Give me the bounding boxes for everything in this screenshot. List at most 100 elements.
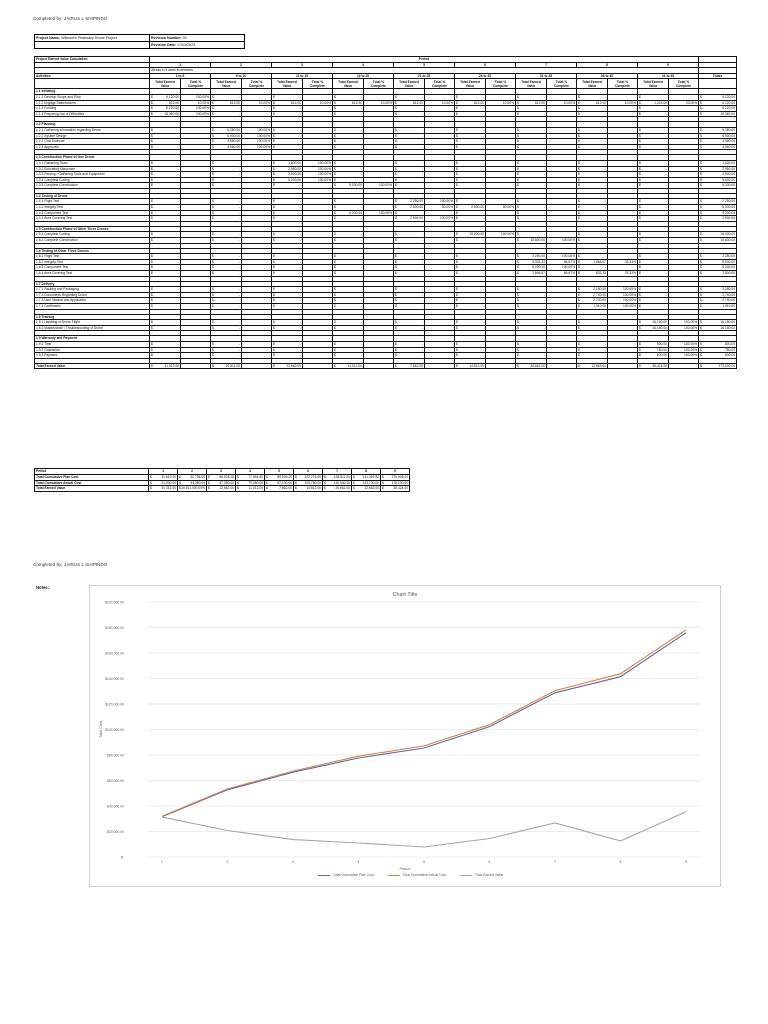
currency-symbol: $ [517,106,519,111]
amount: - [421,292,423,297]
spacer-row [34,330,738,337]
currency-symbol: $ [517,127,519,132]
empty-cell [698,335,738,342]
currency-symbol: $ [395,254,397,259]
currency-symbol: $ [517,232,519,237]
amount: - [177,265,179,270]
currency-symbol: $ [456,325,458,330]
amount: 2,250.00 [722,254,736,259]
empty-cell [698,308,738,315]
currency-symbol: $ [151,111,153,116]
spacer-row [34,357,738,364]
amount: - [543,232,545,237]
currency-symbol: $ [212,303,214,308]
currency-symbol: $ [456,271,458,275]
percent-complete-cell [667,253,700,260]
amount: 5,200.00 [349,210,362,215]
currency-symbol: $ [212,238,214,243]
currency-symbol: $ [639,298,641,303]
currency-symbol: $ [382,486,384,491]
currency-symbol: $ [237,474,239,479]
amount: - [482,325,484,330]
amount: - [177,271,179,275]
x-tick-label: 4 [358,860,360,864]
earned-value-table-container: Project Earned Value Calculation Period 1 2… [34,56,738,370]
amount: - [665,127,667,132]
currency-symbol: $ [237,480,239,485]
currency-symbol: $ [639,144,641,149]
col-header-percent-complete: Total % Complete [241,78,272,90]
percent-complete-cell [667,297,700,304]
amount: - [238,292,240,297]
activity-total-cell: $5,200.00 [698,264,738,271]
currency-symbol: $ [151,259,153,264]
amount: - [665,94,667,99]
amount: - [421,320,423,325]
empty-cell [698,313,738,321]
amount: - [543,166,545,171]
currency-symbol: $ [578,133,580,138]
amount: - [421,127,423,132]
amount: - [177,133,179,138]
amount: - [238,183,240,188]
section-header-row: 1.7 Delivery [34,280,738,288]
currency-symbol: $ [700,127,702,132]
amount: - [665,133,667,138]
currency-symbol: $ [395,347,397,352]
currency-symbol: $ [334,254,336,259]
amount: - [665,238,667,243]
amount: - [482,298,484,303]
activity-row: 1.1.1 Develop Scope and Plan $6,120.00 100… [34,94,738,101]
col-header-percent-complete: Total % Complete [607,78,638,90]
currency-symbol: $ [334,127,336,132]
amount: 26,662.00 [335,486,350,491]
amount: 85,509.20 [277,474,292,479]
amount: 6,900.00 [227,133,240,138]
empty-cell [667,335,700,342]
currency-symbol: $ [273,303,275,308]
x-tick-label: 8 [620,860,622,864]
currency-symbol: $ [456,139,458,144]
amount: - [238,111,240,116]
currency-symbol: $ [639,303,641,308]
currency-symbol: $ [151,265,153,270]
amount: - [543,144,545,149]
currency-symbol: $ [700,341,702,346]
currency-symbol: $ [212,94,214,99]
amount: - [360,341,362,346]
currency-symbol: $ [395,341,397,346]
currency-symbol: $ [517,199,519,204]
amount: - [482,111,484,116]
empty-cell [667,362,700,370]
currency-symbol: $ [179,474,181,479]
amount: - [360,292,362,297]
currency-symbol: $ [212,100,214,105]
currency-symbol: $ [212,298,214,303]
chart-legend: Total Cumulative Plan Cost Total Cumulati… [318,873,503,877]
col-header-percent-complete: Total % Complete [667,78,700,90]
amount: 612.00 [168,100,179,105]
amount: - [177,210,179,215]
currency-symbol: $ [395,199,397,204]
amount: 16,150.00 [652,325,667,330]
currency-symbol: $ [395,172,397,177]
currency-symbol: $ [639,271,641,275]
currency-symbol: $ [151,144,153,149]
currency-symbol: $ [639,238,641,243]
amount: - [543,127,545,132]
currency-symbol: $ [151,183,153,188]
amount: - [238,325,240,330]
currency-symbol: $ [273,139,275,144]
currency-symbol: $ [456,363,458,368]
percent-complete-cell: 100.00% [667,319,700,326]
currency-symbol: $ [517,271,519,275]
amount: - [299,232,301,237]
currency-symbol: $ [212,166,214,171]
amount: 612.00 [595,100,606,105]
currency-symbol: $ [578,139,580,144]
currency-symbol: $ [212,133,214,138]
percent-complete-cell: 20.00% [667,99,700,107]
col-header-earned-value: Total Earned Value [149,78,181,90]
amount: - [177,341,179,346]
currency-symbol: $ [456,259,458,264]
